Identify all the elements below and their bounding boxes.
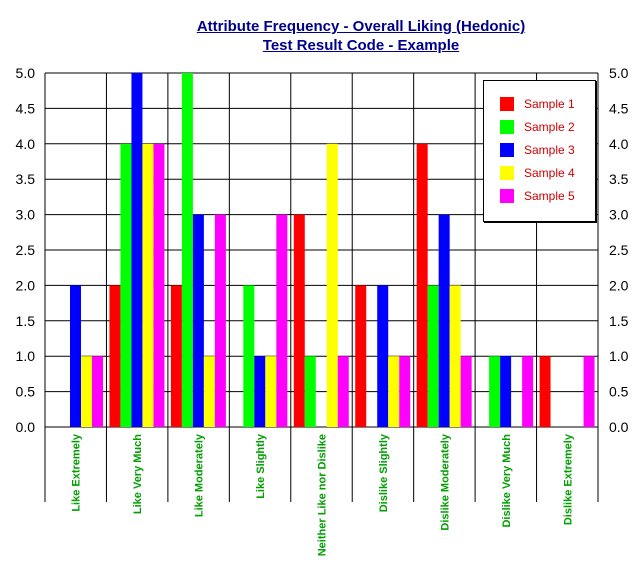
bar-3-8 <box>500 356 512 427</box>
y-tick-label-right: 3.5 <box>609 171 629 187</box>
y-tick-label-left: 2.0 <box>16 277 36 293</box>
y-tick-label-left: 2.5 <box>16 242 36 258</box>
y-tick-label-left: 3.5 <box>16 171 36 187</box>
category-label: Like Moderately <box>194 433 206 517</box>
bar-5-1 <box>92 356 103 427</box>
bar-5-4 <box>276 214 288 427</box>
bar-1-6 <box>355 285 367 427</box>
y-tick-label-right: 2.0 <box>609 277 629 293</box>
legend-label-sample-1: Sample 1 <box>524 97 575 111</box>
category-label: Neither Like nor Dislike <box>317 434 329 556</box>
bar-3-3 <box>192 214 204 427</box>
legend-swatch-sample-1 <box>500 97 514 111</box>
legend-label-sample-4: Sample 4 <box>524 166 575 180</box>
bar-2-7 <box>427 285 439 427</box>
bar-2-2 <box>120 143 132 428</box>
y-tick-label-left: 1.0 <box>16 348 36 364</box>
y-tick-label-left: 1.5 <box>16 313 36 329</box>
bar-5-5 <box>337 356 349 427</box>
y-tick-label-right: 4.5 <box>609 100 629 116</box>
bar-1-2 <box>109 285 121 427</box>
y-tick-label-left: 4.0 <box>16 136 36 152</box>
y-tick-label-right: 3.0 <box>609 207 629 223</box>
y-tick-label-left: 0.0 <box>16 419 36 435</box>
y-tick-label-left: 5.0 <box>16 65 36 81</box>
bar-4-3 <box>203 356 215 427</box>
legend-label-sample-5: Sample 5 <box>524 189 575 203</box>
category-label: Dislike Very Much <box>501 434 513 528</box>
legend-swatch-sample-4 <box>500 166 514 180</box>
bar-3-7 <box>438 214 450 427</box>
bar-2-4 <box>243 285 255 427</box>
legend-label-sample-2: Sample 2 <box>524 120 575 134</box>
bar-2-5 <box>304 356 316 427</box>
y-tick-label-left: 4.5 <box>16 100 36 116</box>
bar-4-1 <box>81 356 92 427</box>
y-tick-label-left: 0.5 <box>16 384 36 400</box>
bar-5-9 <box>583 356 595 427</box>
bar-3-1 <box>70 285 81 427</box>
y-tick-label-right: 1.0 <box>609 348 629 364</box>
bar-5-3 <box>214 214 226 427</box>
bar-2-8 <box>489 356 501 427</box>
y-tick-label-right: 2.5 <box>609 242 629 258</box>
bar-2-3 <box>181 73 193 427</box>
bar-5-7 <box>460 356 472 427</box>
category-label: Like Extremely <box>71 433 83 512</box>
category-label: Dislike Moderately <box>439 433 451 530</box>
category-label: Like Slightly <box>255 433 267 499</box>
bar-5-2 <box>153 143 165 428</box>
bar-4-7 <box>449 285 461 427</box>
legend-swatch-sample-2 <box>500 120 514 134</box>
bar-1-5 <box>293 214 305 427</box>
y-tick-label-right: 4.0 <box>609 136 629 152</box>
y-tick-label-right: 1.5 <box>609 313 629 329</box>
bar-1-3 <box>170 285 182 427</box>
category-label: Dislike Extremely <box>562 433 574 525</box>
bar-3-4 <box>254 356 266 427</box>
y-tick-label-right: 0.5 <box>609 384 629 400</box>
bar-4-2 <box>142 143 154 428</box>
bar-5-8 <box>522 356 534 427</box>
y-tick-label-right: 0.0 <box>609 419 629 435</box>
bar-4-4 <box>265 356 277 427</box>
bar-1-9 <box>539 356 551 427</box>
category-label: Dislike Slightly <box>378 433 390 512</box>
bar-1-7 <box>416 143 428 428</box>
legend-swatch-sample-3 <box>500 143 514 157</box>
chart-subtitle: Test Result Code - Example <box>262 37 460 54</box>
y-tick-label-left: 3.0 <box>16 207 36 223</box>
bar-4-5 <box>326 143 338 428</box>
y-tick-label-right: 5.0 <box>609 65 629 81</box>
bar-4-6 <box>388 356 400 427</box>
bar-3-2 <box>131 73 143 427</box>
bar-5-6 <box>399 356 411 427</box>
legend-label-sample-3: Sample 3 <box>524 143 575 157</box>
chart-title: Attribute Frequency - Overall Liking (He… <box>196 18 526 35</box>
chart-legend: Sample 1 Sample 2 Sample 3 Sample 4 Samp… <box>483 80 596 222</box>
legend-swatch-sample-5 <box>500 189 514 203</box>
category-label: Like Very Much <box>132 434 144 514</box>
bar-3-6 <box>377 285 389 427</box>
